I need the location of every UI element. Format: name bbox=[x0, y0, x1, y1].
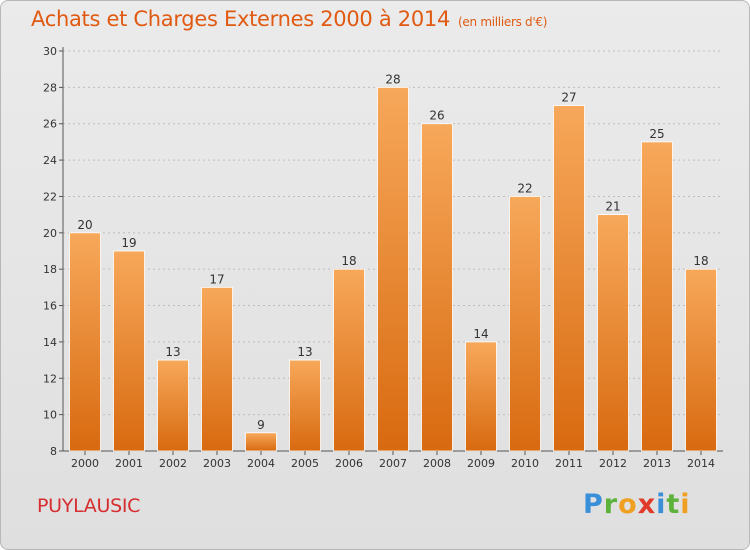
x-tick-label-2009: 2009 bbox=[467, 457, 495, 470]
logo-letter: P bbox=[583, 489, 604, 520]
bar-2001[interactable] bbox=[113, 250, 145, 452]
value-label-2007: 28 bbox=[385, 72, 400, 86]
chart-title: Achats et Charges Externes 2000 à 2014 (e… bbox=[31, 7, 547, 31]
logo-letter: x bbox=[637, 489, 657, 520]
x-tick-label-2003: 2003 bbox=[203, 457, 231, 470]
proxiti-logo[interactable]: Proxiti bbox=[583, 489, 691, 520]
chart-subtitle: (en milliers d'€) bbox=[458, 15, 548, 29]
x-tick-label-2000: 2000 bbox=[71, 457, 99, 470]
value-label-2003: 17 bbox=[209, 272, 224, 286]
value-label-2006: 18 bbox=[341, 254, 356, 268]
y-tick-label: 16 bbox=[43, 300, 57, 313]
logo-letter: o bbox=[618, 489, 638, 520]
value-label-2012: 21 bbox=[605, 200, 620, 214]
value-label-2011: 27 bbox=[561, 91, 576, 105]
y-tick-label: 12 bbox=[43, 372, 57, 385]
x-tick-label-2006: 2006 bbox=[335, 457, 363, 470]
x-tick-label-2008: 2008 bbox=[423, 457, 451, 470]
value-label-2001: 19 bbox=[121, 236, 136, 250]
value-label-2000: 20 bbox=[77, 218, 92, 232]
y-tick-label: 20 bbox=[43, 227, 57, 240]
x-tick-label-2013: 2013 bbox=[643, 457, 671, 470]
bar-2013[interactable] bbox=[641, 141, 673, 452]
chart-title-text: Achats et Charges Externes 2000 à 2014 bbox=[31, 7, 451, 31]
y-tick-label: 10 bbox=[43, 409, 57, 422]
bar-2000[interactable] bbox=[69, 232, 101, 452]
y-tick-label: 22 bbox=[43, 190, 57, 203]
y-tick-label: 28 bbox=[43, 81, 57, 94]
value-labels: 20 19 13 17 9 13 18 28 26 14 22 27 21 25 18 bbox=[77, 72, 708, 431]
y-tick-label: 24 bbox=[43, 154, 57, 167]
x-tick-label-2004: 2004 bbox=[247, 457, 275, 470]
logo-letter: i bbox=[656, 489, 667, 520]
bar-2014[interactable] bbox=[685, 268, 717, 452]
x-tick-label-2011: 2011 bbox=[555, 457, 583, 470]
bar-2012[interactable] bbox=[597, 214, 629, 452]
x-tick-label-2012: 2012 bbox=[599, 457, 627, 470]
x-tick-label-2007: 2007 bbox=[379, 457, 407, 470]
bar-2003[interactable] bbox=[201, 286, 233, 452]
value-label-2002: 13 bbox=[165, 345, 180, 359]
x-tick-label-2014: 2014 bbox=[687, 457, 715, 470]
x-tick-label-2010: 2010 bbox=[511, 457, 539, 470]
bar-2004[interactable] bbox=[245, 432, 277, 452]
value-label-2013: 25 bbox=[649, 127, 664, 141]
value-label-2005: 13 bbox=[297, 345, 312, 359]
bar-2009[interactable] bbox=[465, 341, 497, 452]
value-label-2014: 18 bbox=[693, 254, 708, 268]
bars bbox=[69, 86, 717, 452]
y-tick-label: 8 bbox=[50, 445, 57, 458]
value-label-2010: 22 bbox=[517, 181, 532, 195]
x-tick-label-2005: 2005 bbox=[291, 457, 319, 470]
logo-letter: t bbox=[666, 489, 681, 520]
bar-2008[interactable] bbox=[421, 123, 453, 452]
x-tick-label-2001: 2001 bbox=[115, 457, 143, 470]
logo-letter: r bbox=[603, 489, 619, 520]
y-tick-labels: 8 10 12 14 16 18 20 22 24 26 28 30 bbox=[43, 45, 63, 458]
bar-2007[interactable] bbox=[377, 86, 409, 452]
y-tick-label: 30 bbox=[43, 45, 57, 58]
bar-2006[interactable] bbox=[333, 268, 365, 452]
bar-2011[interactable] bbox=[553, 105, 585, 452]
city-name: PUYLAUSIC bbox=[37, 495, 141, 517]
value-label-2004: 9 bbox=[257, 418, 265, 432]
logo-letter: i bbox=[680, 489, 691, 520]
bar-2002[interactable] bbox=[157, 359, 189, 452]
bar-2005[interactable] bbox=[289, 359, 321, 452]
bar-2010[interactable] bbox=[509, 196, 541, 452]
x-tick-labels: 2000 2001 2002 2003 2004 2005 2006 2007 2008 2009… bbox=[71, 451, 715, 470]
value-label-2008: 26 bbox=[429, 109, 444, 123]
y-tick-label: 26 bbox=[43, 118, 57, 131]
value-label-2009: 14 bbox=[473, 327, 488, 341]
y-tick-label: 18 bbox=[43, 263, 57, 276]
x-tick-label-2002: 2002 bbox=[159, 457, 187, 470]
y-tick-label: 14 bbox=[43, 336, 57, 349]
